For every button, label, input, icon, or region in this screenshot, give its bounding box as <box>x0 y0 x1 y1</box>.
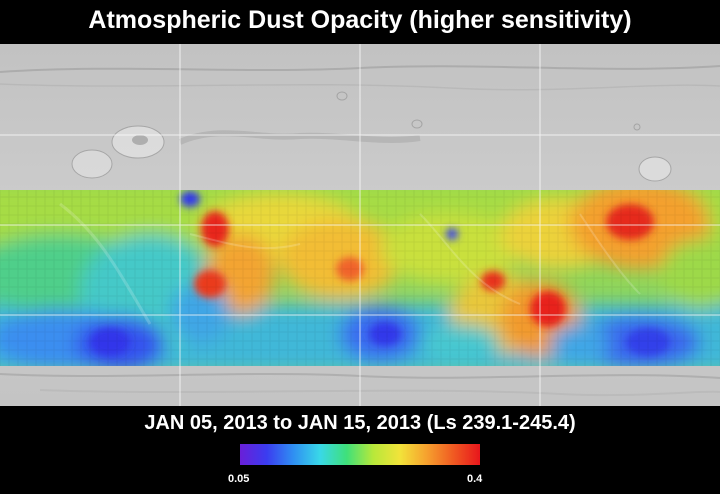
date-range-label: JAN 05, 2013 to JAN 15, 2013 (Ls 239.1-2… <box>144 412 576 434</box>
map-title: Atmospheric Dust Opacity (higher sensiti… <box>88 6 632 34</box>
relief-features <box>0 65 720 397</box>
colorbar-min-label: 0.05 <box>228 473 250 485</box>
colorbar-max-label: 0.4 <box>467 473 483 485</box>
dust-opacity-map <box>0 44 720 406</box>
colorbar <box>240 444 480 465</box>
lat-lon-grid <box>0 44 720 406</box>
